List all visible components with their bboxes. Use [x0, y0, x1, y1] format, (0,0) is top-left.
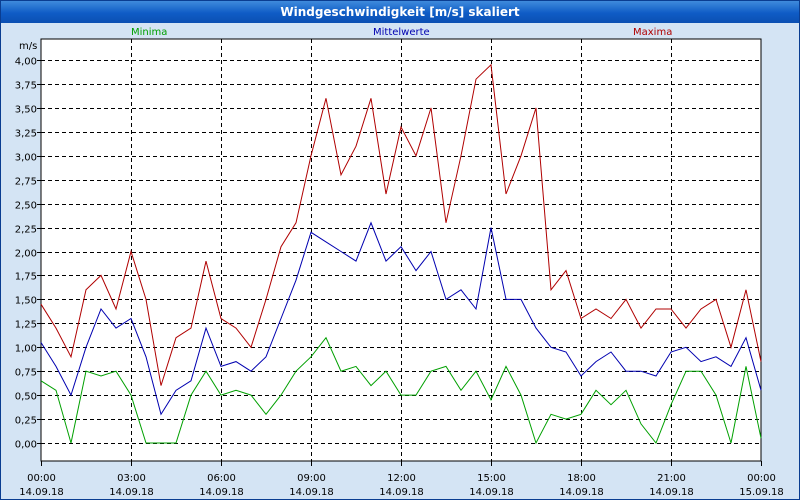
- y-tick-label: 3,75: [15, 81, 37, 92]
- series-line-minima: [40, 336, 762, 445]
- y-tick-label: 3,00: [15, 153, 37, 164]
- y-tick-label: 2,00: [15, 249, 37, 260]
- x-tick-label-date: 14.09.18: [649, 487, 694, 498]
- x-tick-label-time: 00:00: [747, 473, 776, 484]
- x-tick-label-time: 21:00: [657, 473, 686, 484]
- y-tick-label: 2,25: [15, 225, 37, 236]
- x-tick-label-date: 14.09.18: [19, 487, 64, 498]
- y-tick-label: 3,50: [15, 105, 37, 116]
- x-tick-label-time: 03:00: [117, 473, 146, 484]
- y-tick-label: 4,00: [15, 57, 37, 68]
- x-tick-label-date: 14.09.18: [469, 487, 514, 498]
- x-tick-label-date: 15.09.18: [739, 487, 784, 498]
- series-line-mittelwerte: [40, 221, 762, 416]
- x-tick-label-date: 14.09.18: [559, 487, 604, 498]
- x-tick-label-time: 12:00: [387, 473, 416, 484]
- y-tick-label: 0,00: [15, 440, 37, 451]
- y-tick-label: 1,75: [15, 272, 37, 283]
- legend-minima: Minima: [131, 27, 168, 38]
- y-axis-unit-label: m/s: [19, 41, 38, 52]
- x-tick-label-time: 09:00: [297, 473, 326, 484]
- y-tick-label: 0,75: [15, 368, 37, 379]
- legend-mittelwerte: Mittelwerte: [373, 27, 430, 38]
- y-tick-label: 2,50: [15, 201, 37, 212]
- x-tick-label-time: 15:00: [477, 473, 506, 484]
- x-tick-label-date: 14.09.18: [289, 487, 334, 498]
- y-tick-label: 1,00: [15, 344, 37, 355]
- y-tick-label: 1,25: [15, 320, 37, 331]
- y-tick-label: 2,75: [15, 177, 37, 188]
- y-tick-label: 1,50: [15, 296, 37, 307]
- y-tick-label: 0,25: [15, 416, 37, 427]
- x-tick-label-date: 14.09.18: [379, 487, 424, 498]
- legend-maxima: Maxima: [633, 27, 673, 38]
- y-tick-label: 0,50: [15, 392, 37, 403]
- x-tick-label-time: 06:00: [207, 473, 236, 484]
- x-tick-label-date: 14.09.18: [199, 487, 244, 498]
- x-tick-label-date: 14.09.18: [109, 487, 154, 498]
- series-line-maxima: [40, 63, 762, 386]
- window-title: Windgeschwindigkeit [m/s] skaliert: [1, 1, 799, 23]
- y-tick-label: 3,25: [15, 129, 37, 140]
- x-tick-label-time: 00:00: [27, 473, 56, 484]
- x-tick-label-time: 18:00: [567, 473, 596, 484]
